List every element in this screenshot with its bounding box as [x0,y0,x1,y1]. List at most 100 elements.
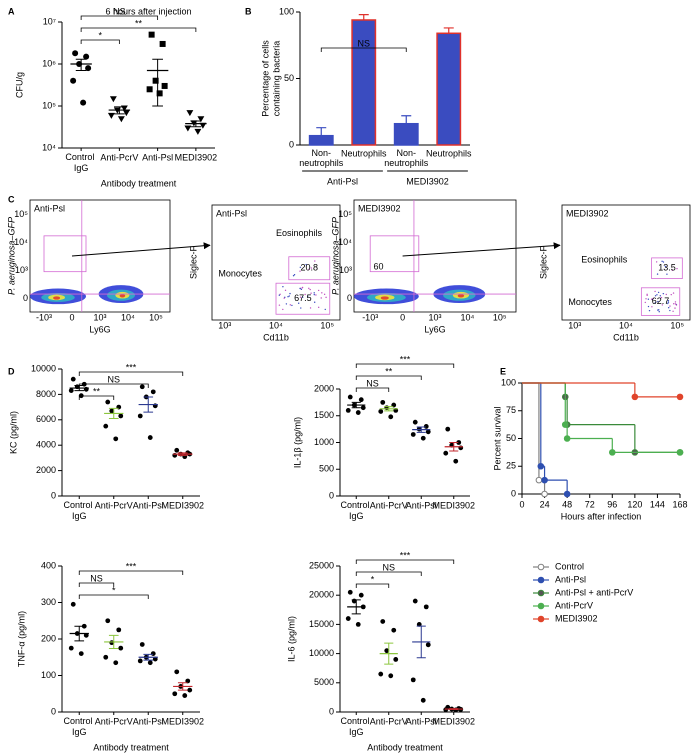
data-point [535,476,543,484]
data-point [561,421,569,428]
error-bar [108,407,119,420]
event-dot [279,293,281,296]
significance-bracket [355,363,455,368]
x-axis-label: Antibody treatment [93,742,169,752]
data-point [68,645,74,651]
event-dot [655,261,658,263]
x-tick-label: Control IgG [340,716,372,737]
event-dot [661,304,664,306]
y-axis-label: CFU/g [14,72,24,98]
event-dot [674,301,677,303]
y-tick-label: 10⁷ [43,16,56,26]
label-line: Non- [311,148,331,158]
y-tick-label: 75 [506,405,516,415]
significance-label: *** [126,561,137,571]
label-line: IgG [72,511,87,521]
data-point [378,409,384,414]
data-point [148,31,155,38]
label-line: Non- [396,148,416,158]
y-tick-label: 10⁴ [14,237,28,247]
y-tick-label: 10⁵ [338,209,352,219]
data-point [410,677,416,683]
error-bar [152,58,163,107]
data-point [423,424,429,429]
x-tick-label: 144 [650,499,665,509]
data-point [137,658,143,664]
x-tick-label: Anti-Psl [406,500,437,510]
data-point [118,413,124,419]
event-dot [321,292,323,294]
label-line: Control [340,500,372,510]
density-region [53,296,61,300]
label-line: IgG [349,511,364,521]
y-tick-label: 2000 [314,383,334,393]
gate [288,256,331,281]
event-dot [650,298,653,300]
event-dot [669,309,671,312]
event-dot [657,300,659,303]
significance-bracket [355,571,422,576]
event-dot [651,306,653,308]
y-tick-label: 5000 [314,677,334,687]
significance-label: ** [385,366,393,376]
event-dot [654,290,656,293]
event-dot [660,296,663,299]
event-dot [670,293,672,296]
data-point [139,384,145,390]
event-dot [299,270,301,272]
data-point [676,449,684,456]
label-line: IgG [74,163,89,173]
y-tick-label: 10⁵ [14,209,28,219]
y-axis-label: containing bacteria [271,41,281,117]
x-tick-label: MEDI3902 [175,152,218,162]
event-dot [657,291,660,294]
event-dot [648,309,651,312]
event-dot [299,266,302,268]
data-point [458,445,464,451]
data-point [194,128,202,135]
x-tick-label: Control IgG [340,500,372,521]
event-dot [654,302,656,304]
panel-label: E [500,366,506,376]
significance-bracket [355,375,422,380]
event-dot [308,287,310,290]
event-dot [291,304,293,307]
event-dot [646,293,648,296]
error-bar [190,120,202,128]
x-tick-label: 0 [69,312,74,322]
significance-bracket [78,395,115,400]
x-tick-label: Anti-PcrV [370,500,408,510]
data-point [378,671,384,677]
error-bar [384,642,394,665]
data-point [420,435,426,441]
event-dot [304,293,306,296]
data-point [358,397,364,403]
event-dot [667,299,670,302]
data-point [453,458,459,464]
arrow [71,242,211,257]
y-tick-label: 10⁵ [42,100,56,110]
x-tick-label: Neutrophils [426,148,472,158]
gate-label: Monocytes [568,297,612,307]
x-axis-label: Cd11b [263,332,289,342]
data-point [608,449,616,456]
event-dot [669,305,671,307]
significance-bracket [80,27,197,32]
data-point [443,450,449,456]
data-point [345,408,351,413]
event-dot [671,269,674,271]
y-tick-label: 15000 [309,619,334,629]
data-point [345,616,351,621]
event-dot [646,294,648,297]
event-dot [300,288,303,291]
x-tick-label: Anti-PcrV [370,716,408,726]
significance-bracket [355,559,455,564]
x-tick-label: Non-neutrophils [384,148,429,168]
data-point [107,112,115,119]
y-tick-label: 300 [41,597,56,607]
significance-bracket [78,582,115,587]
x-axis-label: Ly6G [424,324,445,334]
data-point [137,413,143,419]
label-line: IgG [349,727,364,737]
